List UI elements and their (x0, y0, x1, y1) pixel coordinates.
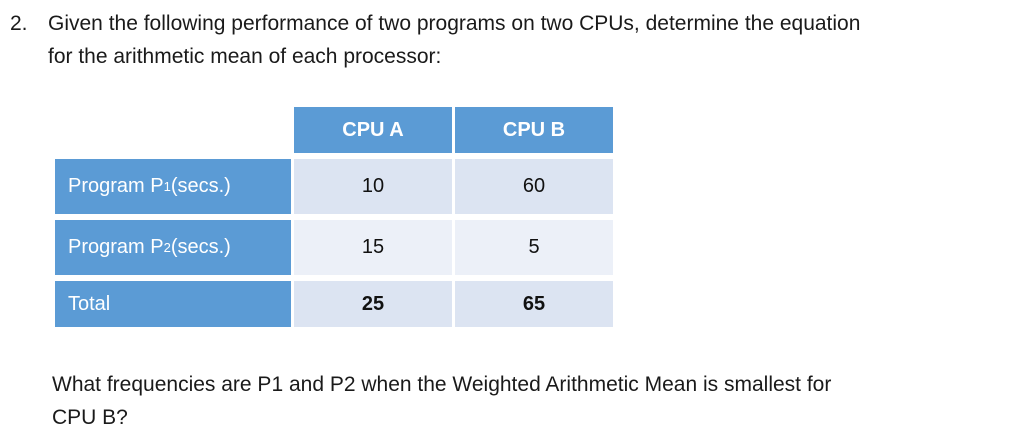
question-line-2: CPU B? (52, 406, 128, 429)
cell-p1-cpu-b: 60 (455, 159, 613, 214)
problem-number: 2. (10, 12, 28, 35)
row-label-suffix: (secs.) (170, 236, 231, 258)
cell-total-cpu-b: 65 (455, 281, 613, 327)
row-label-text: Program P (68, 236, 164, 258)
column-header-cpu-a: CPU A (294, 107, 452, 153)
cell-p1-cpu-a: 10 (294, 159, 452, 214)
row-label-suffix: (secs.) (170, 175, 231, 197)
problem-text-line-2: for the arithmetic mean of each processo… (48, 45, 442, 68)
row-label-text: Program P (68, 175, 164, 197)
cell-total-cpu-a: 25 (294, 281, 452, 327)
problem-text: Given the following performance of two p… (48, 7, 860, 73)
problem-text-line-1: Given the following performance of two p… (48, 12, 861, 35)
row-label-text: Total (68, 292, 111, 315)
table-corner-cell (55, 107, 291, 153)
cell-p2-cpu-a: 15 (294, 220, 452, 275)
follow-up-question: What frequencies are P1 and P2 when the … (52, 368, 831, 434)
row-label-total: Total (55, 281, 291, 327)
column-header-cpu-b: CPU B (455, 107, 613, 153)
cell-p2-cpu-b: 5 (455, 220, 613, 275)
problem-statement: 2. Given the following performance of tw… (10, 7, 860, 73)
question-line-1: What frequencies are P1 and P2 when the … (52, 373, 832, 396)
